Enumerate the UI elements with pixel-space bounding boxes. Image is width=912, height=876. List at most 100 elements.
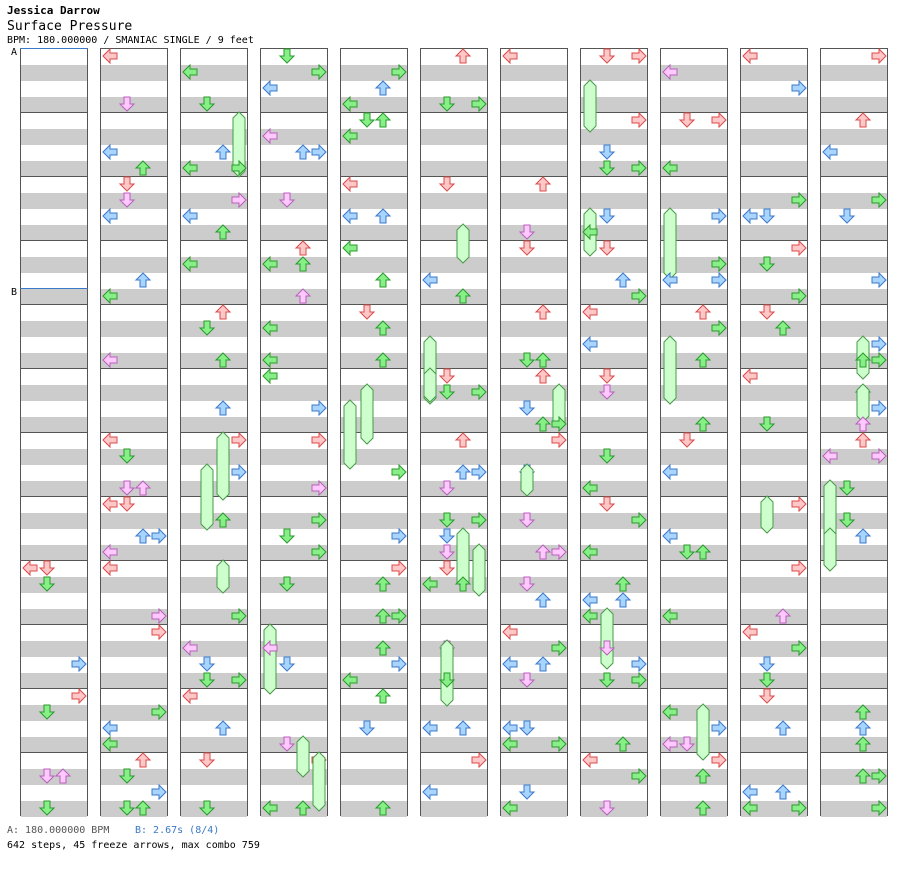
beat-band [501, 129, 567, 145]
beat-band [181, 545, 247, 561]
right-arrow-icon [391, 63, 407, 81]
measure-line [661, 624, 727, 625]
beat-band [261, 161, 327, 177]
beat-band [421, 737, 487, 753]
beat-band [421, 673, 487, 689]
up-arrow-icon [374, 800, 392, 816]
beat-band [741, 129, 807, 145]
up-arrow-icon [374, 272, 392, 288]
left-arrow-icon [262, 351, 278, 369]
measure-line [21, 432, 87, 433]
measure-line [661, 112, 727, 113]
up-arrow-icon [854, 704, 872, 720]
down-arrow-icon [678, 544, 696, 560]
up-arrow-icon [854, 432, 872, 448]
left-arrow-icon [502, 623, 518, 641]
marker-a-line [20, 48, 88, 49]
measure-line [821, 176, 887, 177]
right-arrow-icon [71, 687, 87, 705]
beat-band [341, 737, 407, 753]
measure-line [181, 240, 247, 241]
left-arrow-icon [662, 271, 678, 289]
right-arrow-icon [471, 383, 487, 401]
right-arrow-icon [231, 671, 247, 689]
measure-line [821, 112, 887, 113]
up-arrow-icon [454, 720, 472, 736]
measure-line [821, 560, 887, 561]
right-arrow-icon [311, 143, 327, 161]
beat-band [501, 65, 567, 81]
beat-band [21, 641, 87, 657]
right-arrow-icon [151, 623, 167, 641]
right-arrow-icon [631, 47, 647, 65]
measure-line [501, 304, 567, 305]
left-arrow-icon [662, 463, 678, 481]
measure-line [821, 624, 887, 625]
down-arrow-icon [438, 560, 456, 576]
measure-line [581, 688, 647, 689]
beat-band [21, 129, 87, 145]
beat-band [261, 609, 327, 625]
down-arrow-icon [678, 112, 696, 128]
left-arrow-icon [102, 495, 118, 513]
left-arrow-icon [742, 367, 758, 385]
down-arrow-icon [118, 448, 136, 464]
measure-line [181, 368, 247, 369]
chart-stats: 642 steps, 45 freeze arrows, max combo 7… [7, 840, 260, 851]
up-arrow-icon [374, 352, 392, 368]
right-arrow-icon [711, 111, 727, 129]
up-arrow-icon [214, 720, 232, 736]
beat-band [21, 801, 87, 817]
left-arrow-icon [422, 719, 438, 737]
right-arrow-icon [311, 511, 327, 529]
measure-line [261, 112, 327, 113]
beat-band [21, 65, 87, 81]
beat-band [421, 289, 487, 305]
measure-line [741, 112, 807, 113]
beat-band [101, 161, 167, 177]
freeze-arrow-icon [343, 399, 357, 470]
beat-band [261, 193, 327, 209]
right-arrow-icon [391, 559, 407, 577]
up-arrow-icon [534, 368, 552, 384]
left-arrow-icon [422, 271, 438, 289]
left-arrow-icon [342, 127, 358, 145]
freeze-arrow-icon [423, 367, 437, 403]
beat-band [101, 321, 167, 337]
down-arrow-icon [438, 176, 456, 192]
measure-line [181, 752, 247, 753]
up-arrow-icon [854, 112, 872, 128]
measure-line [501, 560, 567, 561]
beat-band [21, 385, 87, 401]
beat-band [821, 737, 887, 753]
freeze-arrow-icon [663, 335, 677, 405]
beat-band [581, 673, 647, 689]
measure-line [581, 240, 647, 241]
left-arrow-icon [262, 79, 278, 97]
bpm-change-note: A: 180.000000 BPM [7, 825, 110, 836]
right-arrow-icon [231, 191, 247, 209]
beat-band [741, 417, 807, 433]
down-arrow-icon [598, 240, 616, 256]
beat-band [181, 449, 247, 465]
beat-band [101, 513, 167, 529]
left-arrow-icon [582, 607, 598, 625]
freeze-arrow-icon [216, 431, 230, 501]
measure-line [581, 304, 647, 305]
right-arrow-icon [711, 207, 727, 225]
measure-line [661, 368, 727, 369]
down-arrow-icon [118, 96, 136, 112]
up-arrow-icon [774, 720, 792, 736]
down-arrow-icon [598, 48, 616, 64]
up-arrow-icon [694, 800, 712, 816]
right-arrow-icon [231, 431, 247, 449]
measure-line [581, 176, 647, 177]
beat-band [341, 417, 407, 433]
down-arrow-icon [278, 736, 296, 752]
left-arrow-icon [582, 479, 598, 497]
down-arrow-icon [438, 368, 456, 384]
up-arrow-icon [214, 400, 232, 416]
measure-line [501, 688, 567, 689]
beat-band [661, 513, 727, 529]
beat-band [741, 65, 807, 81]
